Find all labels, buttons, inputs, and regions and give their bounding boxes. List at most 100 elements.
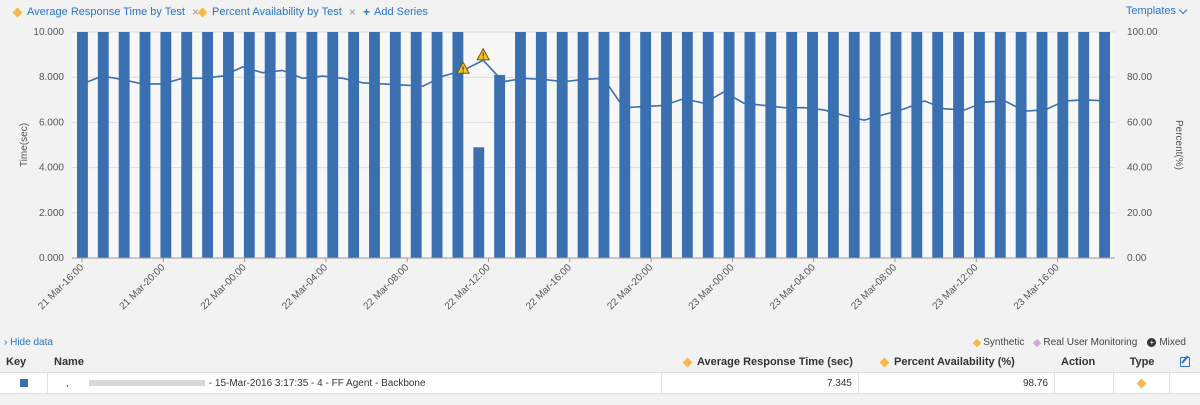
y-right-tick-label: 80.00: [1127, 72, 1152, 83]
series-key-swatch: [20, 379, 28, 387]
response-time-line: [81, 59, 1106, 121]
row-name: , - 15-Mar-2016 3:17:35 - 4 - FF Agent -…: [48, 373, 662, 393]
row-action: [1055, 373, 1114, 393]
y-right-tick-label: 60.00: [1127, 117, 1152, 128]
availability-bar: [97, 32, 109, 258]
chevron-down-icon: [1178, 5, 1188, 14]
y-left-tick-label: 4.000: [39, 163, 64, 174]
legend-rum: Real User Monitoring: [1033, 337, 1137, 348]
x-tick-label: 22 Mar-12:00: [443, 262, 493, 312]
availability-bar: [598, 32, 610, 258]
availability-bar: [473, 147, 485, 258]
add-series-label: Add Series: [374, 6, 428, 18]
synthetic-diamond-icon: [972, 338, 982, 347]
synthetic-diamond-icon: [879, 357, 890, 367]
availability-bar: [827, 32, 839, 258]
availability-bar: [494, 74, 506, 258]
edit-columns-button[interactable]: [1170, 352, 1200, 372]
warning-glyph: !: [462, 65, 465, 74]
add-series-button[interactable]: + Add Series: [363, 5, 428, 19]
mixed-icon: +: [1147, 338, 1157, 347]
availability-bar: [535, 32, 547, 258]
series-tab-label: Average Response Time by Test: [27, 6, 185, 18]
availability-bar: [285, 32, 297, 258]
type-legend: Synthetic Real User Monitoring + Mixed: [968, 337, 1186, 348]
redacted-text: [88, 380, 205, 386]
availability-bar: [223, 32, 234, 258]
availability-bar: [681, 32, 693, 258]
x-tick-label: 23 Mar-16:00: [1012, 262, 1062, 312]
series-tab-availability[interactable]: Percent Availability by Test ×: [197, 5, 356, 19]
synthetic-diamond-icon: [12, 7, 23, 17]
availability-bar: [348, 32, 360, 258]
x-tick-label: 22 Mar-04:00: [280, 262, 330, 312]
legend-mixed: + Mixed: [1147, 337, 1186, 348]
availability-bar: [1015, 32, 1027, 258]
availability-bar: [243, 32, 255, 258]
edit-icon: [1180, 357, 1190, 367]
warning-triangle: [476, 47, 491, 61]
availability-bar: [953, 32, 964, 258]
availability-bar: [786, 32, 798, 258]
row-key: [0, 373, 48, 393]
availability-bar: [1099, 32, 1110, 258]
x-tick-label: 22 Mar-08:00: [361, 262, 411, 312]
availability-bar: [410, 32, 422, 258]
row-pct: 98.76: [859, 373, 1055, 393]
series-tab-label: Percent Availability by Test: [212, 6, 342, 18]
y-left-tick-label: 0.000: [39, 253, 64, 264]
x-tick-label: 21 Mar-20:00: [118, 262, 168, 312]
availability-bar: [389, 32, 401, 258]
x-tick-label: 23 Mar-04:00: [768, 262, 818, 312]
availability-bar: [640, 32, 652, 258]
y-right-tick-label: 0.00: [1127, 253, 1147, 264]
availability-bar: [139, 32, 151, 258]
data-table: Key Name Average Response Time (sec) Per…: [0, 352, 1200, 394]
x-tick-label: 23 Mar-08:00: [849, 262, 899, 312]
y-left-tick-label: 2.000: [39, 208, 64, 219]
templates-label: Templates: [1125, 5, 1176, 17]
legend-synthetic: Synthetic: [972, 337, 1024, 348]
series-toolbar: Average Response Time by Test × Percent …: [0, 0, 1200, 22]
templates-dropdown[interactable]: Templates: [1125, 5, 1188, 17]
header-pct[interactable]: Percent Availability (%): [859, 352, 1055, 372]
close-icon[interactable]: ×: [348, 5, 356, 19]
availability-bar: [160, 32, 172, 258]
warning-glyph: !: [482, 52, 485, 61]
availability-bar: [452, 32, 464, 258]
availability-bar: [973, 32, 985, 258]
table-header: Key Name Average Response Time (sec) Per…: [0, 352, 1200, 372]
series-tab-response-time[interactable]: Average Response Time by Test ×: [12, 5, 199, 19]
y-right-tick-label: 20.00: [1127, 208, 1152, 219]
availability-bar: [848, 32, 860, 258]
availability-bar: [723, 32, 735, 258]
availability-bar: [306, 32, 318, 258]
header-type: Type: [1129, 356, 1155, 368]
availability-bar: [577, 32, 589, 258]
warning-icon: !: [476, 47, 491, 61]
table-row[interactable]: , - 15-Mar-2016 3:17:35 - 4 - FF Agent -…: [0, 372, 1200, 394]
header-action: Action: [1061, 356, 1096, 368]
availability-bar: [1057, 32, 1069, 258]
warning-icon: !: [456, 61, 470, 74]
availability-bar: [890, 32, 902, 258]
availability-bar: [369, 32, 380, 258]
hide-data-link[interactable]: › Hide data: [4, 337, 53, 348]
synthetic-diamond-icon: [1136, 378, 1147, 388]
availability-bar: [765, 32, 777, 258]
header-name[interactable]: Name: [54, 356, 84, 368]
availability-bar: [869, 32, 881, 258]
close-icon[interactable]: ×: [191, 5, 199, 19]
y-right-tick-label: 40.00: [1127, 163, 1152, 174]
availability-bar: [327, 32, 339, 258]
header-avg[interactable]: Average Response Time (sec): [662, 352, 859, 372]
header-key[interactable]: Key: [6, 356, 27, 368]
row-avg: 7.345: [662, 373, 859, 393]
y-left-axis-label: Time(sec): [19, 123, 30, 167]
availability-bar: [911, 32, 923, 258]
y-left-tick-label: 6.000: [39, 117, 64, 128]
y-left-tick-label: 8.000: [39, 72, 64, 83]
availability-bar: [264, 32, 276, 258]
availability-bar: [77, 32, 88, 258]
availability-bar: [744, 32, 756, 258]
